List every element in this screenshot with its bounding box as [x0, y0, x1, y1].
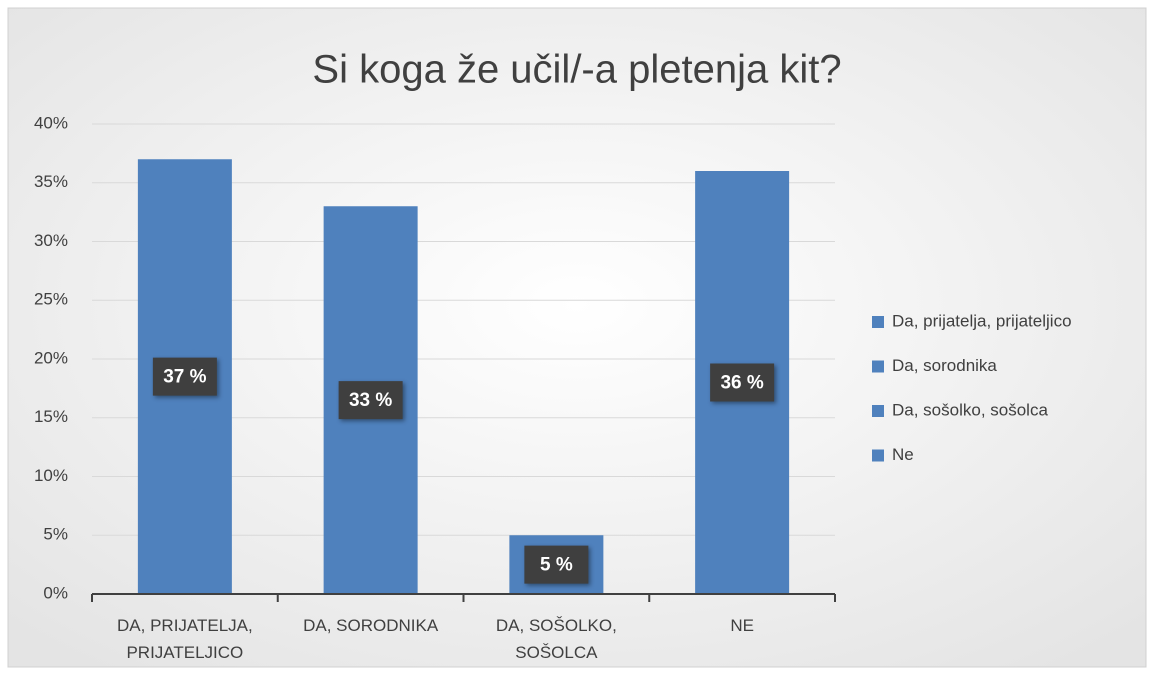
data-label-box	[338, 381, 403, 420]
legend-swatch	[872, 449, 884, 462]
legend-swatch	[872, 405, 884, 417]
y-tick-label: 20%	[34, 348, 68, 367]
data-label: 37 %	[163, 367, 206, 388]
y-tick-label: 0%	[43, 583, 68, 602]
data-label: 36 %	[720, 373, 763, 394]
y-tick-label: 40%	[34, 113, 68, 132]
data-label-box	[710, 363, 775, 402]
data-label-box	[524, 545, 589, 584]
x-tick-label: NE	[730, 616, 754, 635]
y-tick-label: 35%	[34, 172, 68, 191]
data-label: 5 %	[540, 555, 573, 576]
x-tick-label: DA, SOŠOLKO, SOŠOLCA	[496, 616, 617, 662]
legend-label: Da, prijatelja, prijateljico	[892, 311, 1072, 330]
legend-label: Da, sošolko, sošolca	[892, 400, 1048, 419]
legend-label: Ne	[892, 445, 914, 464]
x-tick-label: DA, PRIJATELJA, PRIJATELJICO	[117, 616, 253, 662]
y-tick-label: 25%	[34, 290, 68, 309]
y-tick-label: 5%	[43, 525, 68, 544]
y-tick-label: 15%	[34, 407, 68, 426]
x-tick-label: DA, SORODNIKA	[303, 616, 439, 635]
legend-swatch	[872, 316, 884, 328]
data-label: 33 %	[349, 390, 392, 411]
chart-title: Si koga že učil/-a pletenja kit?	[312, 48, 841, 92]
legend-swatch	[872, 360, 884, 373]
y-tick-label: 10%	[34, 466, 68, 485]
data-label-box	[152, 357, 217, 396]
legend-label: Da, sorodnika	[892, 356, 997, 375]
y-tick-label: 30%	[34, 231, 68, 250]
